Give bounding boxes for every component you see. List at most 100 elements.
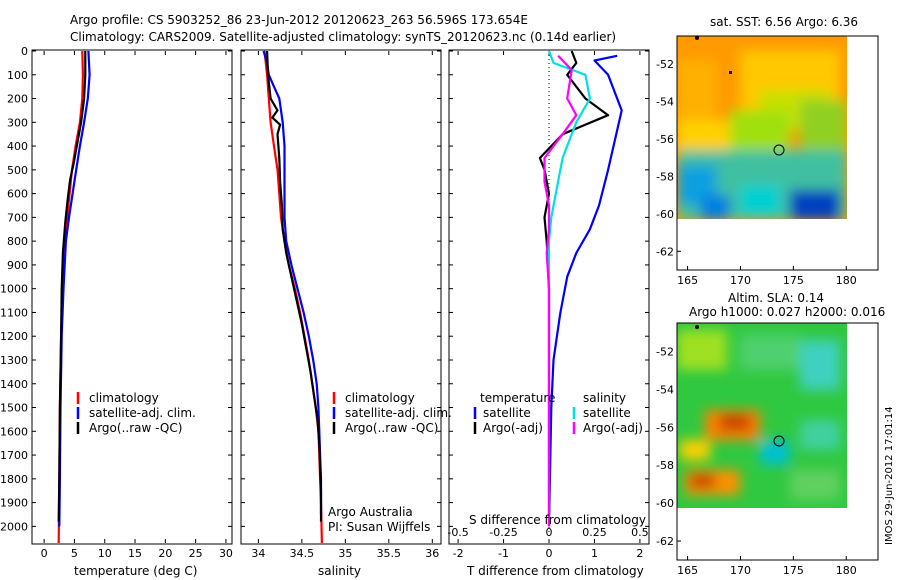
difference-xtick-label: -1 (498, 547, 509, 560)
salinity-panel-frame (240, 49, 442, 545)
sst-ytick-label: -58 (656, 170, 674, 183)
sst-small-marker (695, 36, 699, 40)
difference-secondary-tick-label: 0.25 (582, 526, 607, 539)
salinity-xtick-label: 35 (338, 547, 352, 560)
sst-ytick-label: -60 (656, 208, 674, 221)
difference-xtick-label: -2 (453, 547, 464, 560)
sla-argo-marker (773, 435, 785, 447)
temperature-xtick-label: 5 (71, 547, 78, 560)
salinity-xtick-label: 36 (425, 547, 439, 560)
salinity-xtick-label: 35.5 (377, 547, 402, 560)
ytick-label: 400 (7, 140, 28, 153)
sla-ytick-label: -54 (656, 383, 674, 396)
temperature-series-argo-raw-qc- (57, 51, 87, 522)
temperature-xtick-label: 30 (219, 547, 233, 560)
difference-xtick-label: 0 (546, 547, 553, 560)
sla-xtick-label: 180 (836, 564, 857, 577)
ytick-label: 700 (7, 211, 28, 224)
ytick-label: 1500 (0, 402, 28, 415)
difference-secondary-tick-label: 0 (546, 526, 553, 539)
ytick-label: 1400 (0, 378, 28, 391)
ytick-label: 1700 (0, 449, 28, 462)
difference-secondary-tick-label: 0.5 (631, 526, 649, 539)
temperature-xtick-label: 0 (41, 547, 48, 560)
difference-xtick-label: 2 (636, 547, 643, 560)
difference-series-salinity-satellite (547, 50, 592, 527)
sla-map-frame (676, 322, 879, 561)
ytick-label: 1600 (0, 425, 28, 438)
salinity-xlabel: salinity (318, 564, 361, 578)
difference-secondary-tick-label: -0.5 (447, 526, 468, 539)
sla-ytick-label: -58 (656, 459, 674, 472)
sst-xtick-label: 165 (677, 274, 698, 287)
difference-xtick-label: 1 (591, 547, 598, 560)
axis-ticks: 0100200300400500600700800900100011001200… (0, 45, 857, 577)
ytick-label: 900 (7, 259, 28, 272)
temperature-xlabel: temperature (deg C) (74, 564, 197, 578)
sla-ytick-label: -62 (656, 535, 674, 548)
sst-map-image (677, 36, 847, 219)
ytick-label: 2000 (0, 520, 28, 533)
legend-label-climatology: climatology (89, 391, 159, 405)
sst-map-frame (676, 35, 879, 271)
ytick-label: 1200 (0, 330, 28, 343)
sla-ytick-label: -56 (656, 421, 674, 434)
ytick-label: 1800 (0, 473, 28, 486)
sla-ytick-label: -52 (656, 345, 674, 358)
temperature-xtick-label: 20 (158, 547, 172, 560)
difference-title: S difference from climatology (469, 513, 646, 527)
annotation-argo-australia: Argo Australia (328, 505, 413, 519)
legend-label-temp-satellite: satellite (483, 406, 531, 420)
sst-ytick-label: -54 (656, 96, 674, 109)
salinity-xtick-label: 34 (251, 547, 265, 560)
difference-series-salinity-argo-adj- (543, 55, 578, 527)
legend-label-satellite: satellite-adj. clim. (345, 406, 452, 420)
temperature-panel-frame (31, 49, 233, 545)
annotation-pi: PI: Susan Wijffels (328, 520, 430, 534)
header-line-2: Climatology: CARS2009. Satellite-adjuste… (70, 30, 616, 44)
difference-legend: temperature satellite Argo(-adj) salinit… (473, 391, 643, 435)
ytick-label: 300 (7, 116, 28, 129)
sst-argo-marker (773, 144, 785, 156)
sst-xtick-label: 180 (836, 274, 857, 287)
sla-xtick-label: 165 (677, 564, 698, 577)
temperature-series-satellite-adj-clim- (58, 50, 91, 527)
imos-timestamp: IMOS 29-Jun-2012 17:01:14 (884, 406, 895, 545)
temperature-xtick-label: 25 (189, 547, 203, 560)
ytick-label: 1100 (0, 306, 28, 319)
legend-label-argo: Argo(..raw -QC) (89, 421, 182, 435)
sst-map-title: sat. SST: 6.56 Argo: 6.36 (710, 15, 858, 29)
legend-title-temperature: temperature (480, 391, 555, 405)
legend-title-salinity: salinity (583, 391, 626, 405)
sla-map-title: Altim. SLA: 0.14 (728, 291, 824, 305)
difference-secondary-tick-label: -0.25 (489, 526, 517, 539)
sst-small-marker (729, 71, 732, 74)
ytick-label: 800 (7, 235, 28, 248)
salinity-series-climatology (263, 50, 323, 544)
sst-xtick-label: 175 (783, 274, 804, 287)
sla-small-marker (695, 325, 699, 329)
sst-xtick-label: 170 (730, 274, 751, 287)
ytick-label: 500 (7, 164, 28, 177)
ytick-label: 1000 (0, 283, 28, 296)
legend-label-climatology: climatology (345, 391, 415, 405)
legend-label-satellite: satellite-adj. clim. (89, 406, 196, 420)
difference-series-temperature-satellite (547, 54, 623, 527)
legend-label-sal-satellite: satellite (583, 406, 631, 420)
header-line-1: Argo profile: CS 5903252_86 23-Jun-2012 … (70, 13, 528, 27)
profile-lines (57, 50, 623, 544)
sla-xtick-label: 175 (783, 564, 804, 577)
ytick-label: 1900 (0, 497, 28, 510)
difference-panel-frame (448, 49, 650, 545)
sst-ytick-label: -52 (656, 58, 674, 71)
ytick-label: 200 (7, 93, 28, 106)
salinity-xtick-label: 34.5 (290, 547, 315, 560)
sla-ytick-label: -60 (656, 497, 674, 510)
salinity-legend: climatology satellite-adj. clim. Argo(..… (328, 391, 452, 534)
temperature-xtick-label: 15 (128, 547, 142, 560)
legend-label-argo: Argo(..raw -QC) (345, 421, 438, 435)
legend-label-sal-argo: Argo(-adj) (583, 421, 643, 435)
legend-label-temp-argo: Argo(-adj) (483, 421, 543, 435)
ytick-label: 0 (21, 45, 28, 58)
